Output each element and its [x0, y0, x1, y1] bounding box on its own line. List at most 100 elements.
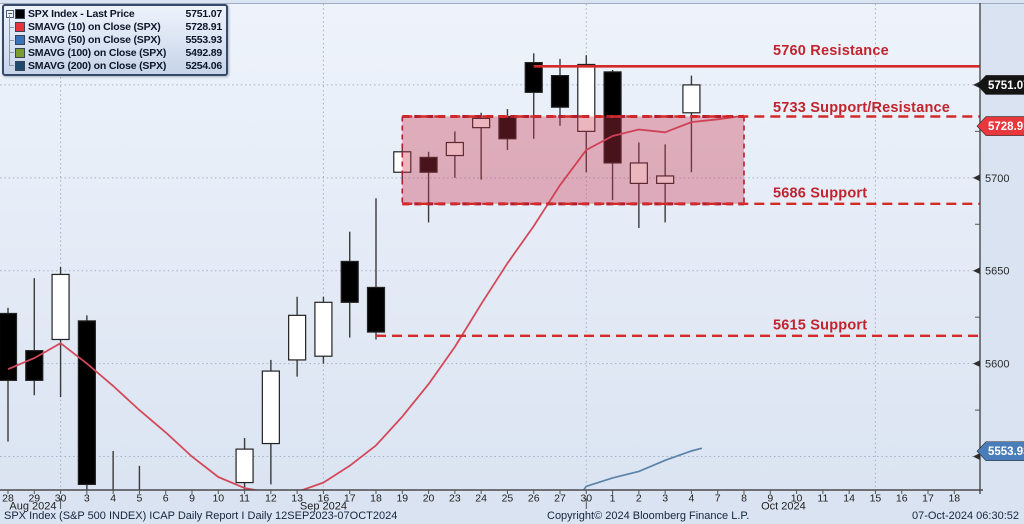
candle-24-sep [472, 117, 491, 129]
y-tick-label: 5600 [985, 359, 1009, 371]
legend-value: 5492.89 [185, 46, 222, 59]
legend-value: 5254.06 [185, 59, 222, 72]
x-tick-label: 17 [344, 493, 356, 505]
axis-price-badge [976, 441, 1024, 462]
legend-item-2[interactable]: SMAVG (50) on Close (SPX) 5553.93 [6, 27, 222, 47]
legend-swatch [15, 22, 25, 33]
legend-item-3[interactable]: SMAVG (100) on Close (SPX) 5492.89 [6, 40, 222, 59]
x-tick-label: 7 [715, 493, 721, 505]
legend-swatch [15, 60, 25, 71]
candles-layer [0, 53, 701, 490]
x-tick-label: 1 [610, 493, 616, 505]
x-tick-label: 4 [110, 493, 116, 505]
consolidation-zone[interactable] [402, 116, 744, 204]
legend-value: 5553.93 [185, 33, 222, 46]
candle-26-sep [524, 62, 543, 93]
tree-branch-icon [6, 14, 15, 34]
legend-swatch [15, 34, 25, 45]
level-label-5760[interactable]: 5760 Resistance [773, 43, 889, 59]
x-tick-label: 16 [896, 493, 908, 505]
legend-box[interactable]: − SPX Index - Last Price 5751.07 SMAVG (10)… [2, 4, 228, 76]
gridlines [0, 4, 980, 490]
x-tick-label: 27 [554, 493, 566, 505]
candle-18-sep [366, 286, 386, 333]
tree-branch-icon [6, 40, 15, 59]
legend-value: 5728.91 [185, 21, 222, 34]
candle-30-sep [577, 63, 596, 132]
y-tick-label: 5700 [985, 173, 1009, 185]
candle-17-sep [340, 260, 359, 303]
candle-13-sep [288, 314, 307, 361]
legend-swatch [15, 47, 25, 58]
axis-price-badge-value: 5553.93 [988, 446, 1024, 458]
x-tick-label: 19 [396, 493, 408, 505]
axis-price-badge-value: 5728.91 [988, 121, 1024, 133]
legend-value: 5751.07 [185, 8, 222, 21]
x-tick-label: 10 [212, 493, 224, 505]
x-tick-label: 18 [948, 493, 960, 505]
x-tick-label: 3 [662, 493, 668, 505]
tree-branch-icon [6, 53, 15, 72]
x-tick-label: 26 [528, 493, 540, 505]
x-tick-label: 4 [689, 493, 695, 505]
candle-4-oct [682, 84, 701, 114]
legend-item-0[interactable]: − SPX Index - Last Price 5751.07 [6, 8, 222, 21]
y-major-tick-arrow [973, 174, 980, 182]
candle-20-sep [419, 156, 438, 173]
x-tick-label: 29 [28, 493, 40, 505]
x-tick-label: 18 [370, 493, 382, 505]
x-tick-label: 6 [163, 493, 169, 505]
x-tick-label: 12 [265, 493, 277, 505]
security-description: SPX Index (S&P 500 INDEX) ICAP Daily Rep… [4, 510, 398, 522]
level-label-5686[interactable]: 5686 Support [773, 185, 867, 201]
x-tick-label: 15 [870, 493, 882, 505]
x-tick-label: 3 [84, 493, 90, 505]
x-tick-label: 9 [189, 493, 195, 505]
candle-16-sep [314, 301, 333, 357]
x-tick-label: 24 [475, 493, 487, 505]
y-tick-label: 5650 [985, 266, 1009, 278]
x-tick-label: 16 [318, 493, 330, 505]
x-tick-label: 8 [741, 493, 747, 505]
candle-11-sep [235, 448, 254, 484]
legend-label: SMAVG (200) on Close (SPX) [28, 59, 167, 72]
legend-item-1[interactable]: SMAVG (10) on Close (SPX) 5728.91 [6, 14, 222, 34]
x-tick-label: 14 [843, 493, 855, 505]
legend-item-4[interactable]: SMAVG (200) on Close (SPX) 5254.06 [6, 53, 222, 72]
month-label: Oct 2024 [761, 501, 806, 513]
x-tick-label: 2 [636, 493, 642, 505]
x-tick-label: 11 [239, 493, 250, 505]
candle-2-oct [629, 162, 648, 184]
x-tick-label: 23 [449, 493, 461, 505]
x-tick-label: 11 [817, 493, 828, 505]
x-tick-label: 20 [423, 493, 435, 505]
level-label-5615[interactable]: 5615 Support [773, 317, 867, 333]
legend-swatch [15, 9, 25, 20]
level-label-5733[interactable]: 5733 Support/Resistance [773, 100, 950, 116]
axis-price-badge [976, 116, 1024, 136]
x-tick-label: 25 [502, 493, 514, 505]
candle-27-sep [550, 75, 570, 108]
y-major-tick-arrow [973, 267, 980, 275]
month-label: Sep 2024 [300, 501, 347, 513]
candle-29-aug [25, 350, 44, 381]
legend-collapse-icon[interactable]: − [6, 9, 14, 19]
legend-label: SPX Index - Last Price [28, 8, 135, 21]
x-tick-label: 17 [922, 493, 934, 505]
axis-price-badge-value: 5751.07 [988, 80, 1024, 92]
timestamp: 07-Oct-2024 06:30:52 [911, 510, 1019, 522]
legend-label: SMAVG (100) on Close (SPX) [28, 46, 167, 59]
candle-12-sep [261, 370, 280, 445]
legend-label: SMAVG (50) on Close (SPX) [28, 33, 161, 46]
copyright-notice: Copyright© 2024 Bloomberg Finance L.P. [547, 510, 750, 522]
month-label: Aug 2024 [9, 501, 56, 513]
plot-area[interactable] [0, 4, 980, 490]
legend-label: SMAVG (10) on Close (SPX) [28, 21, 161, 34]
smavg50-line [582, 447, 703, 490]
candle-28-aug [0, 312, 18, 381]
axis-price-badge [976, 75, 1024, 95]
x-tick-label: 9 [767, 493, 773, 505]
smavg10-line [7, 114, 745, 490]
